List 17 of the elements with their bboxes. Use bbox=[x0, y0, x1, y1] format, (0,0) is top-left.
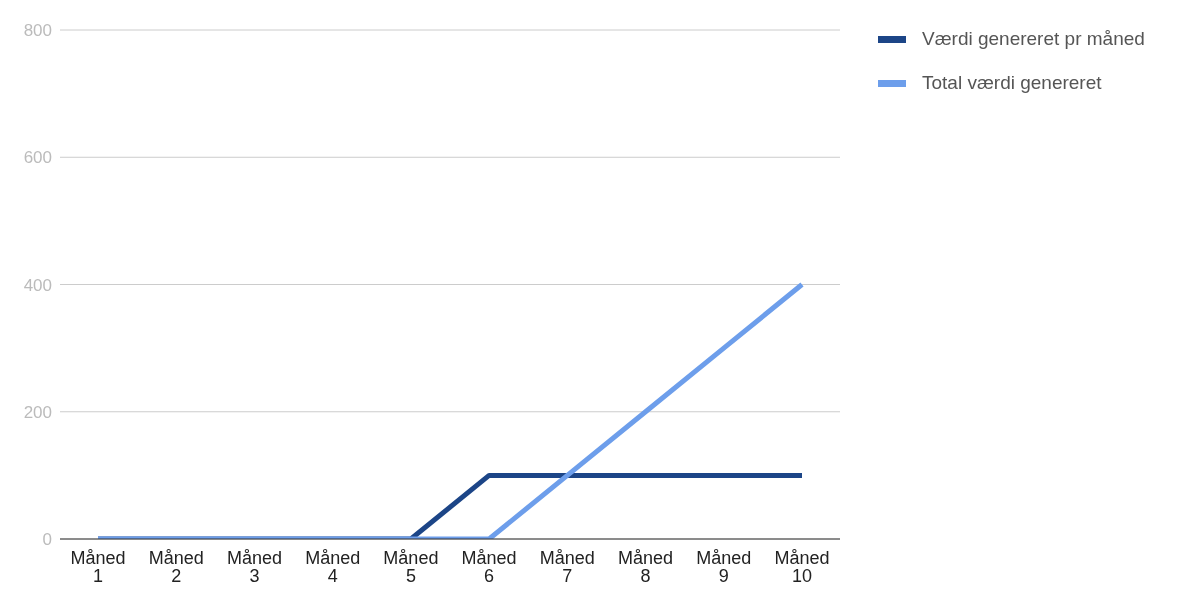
x-tick-label: Måned 3 bbox=[226, 547, 282, 586]
x-tick-label: Måned 9 bbox=[696, 547, 752, 586]
x-tick-label: Måned 2 bbox=[148, 547, 204, 586]
y-tick-label: 200 bbox=[23, 402, 52, 422]
x-tick-label: Måned 8 bbox=[618, 547, 674, 586]
y-tick-label: 800 bbox=[23, 21, 52, 41]
x-tick-label: Måned 1 bbox=[70, 547, 126, 586]
x-tick-label: Måned 6 bbox=[461, 547, 517, 586]
x-tick-label: Måned 5 bbox=[383, 547, 439, 586]
y-tick-label: 400 bbox=[23, 275, 52, 295]
legend-label: Værdi genereret pr måned bbox=[922, 28, 1145, 50]
x-tick-label: Måned 7 bbox=[539, 547, 595, 586]
y-tick-label: 600 bbox=[23, 148, 52, 168]
legend-label: Total værdi genereret bbox=[922, 72, 1102, 94]
x-tick-label: Måned 4 bbox=[305, 547, 361, 586]
x-tick-label: Måned 10 bbox=[774, 547, 830, 586]
y-tick-label: 0 bbox=[42, 530, 52, 550]
